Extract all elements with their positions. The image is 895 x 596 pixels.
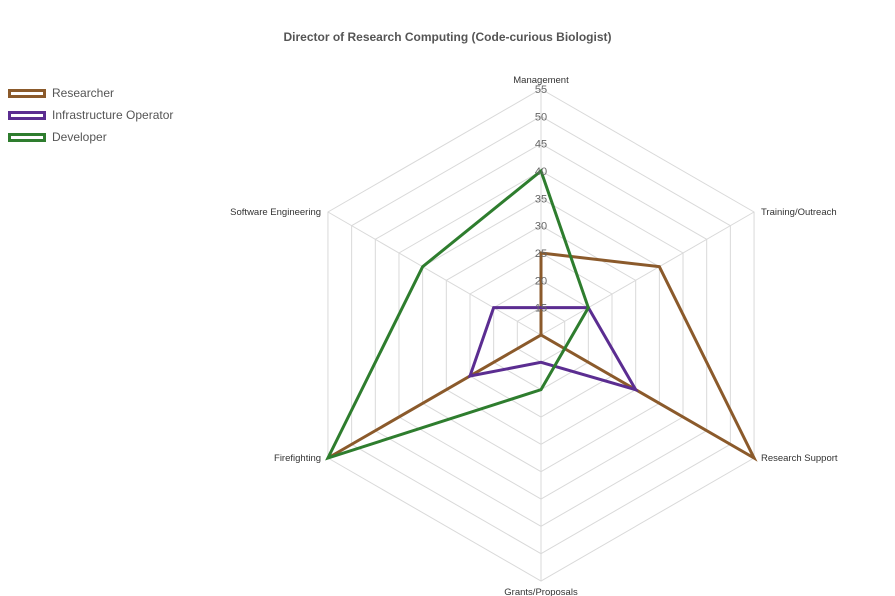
tick-label: 55	[535, 84, 547, 96]
axis-label-software-engineering: Software Engineering	[230, 207, 321, 218]
tick-label: 40	[535, 166, 547, 178]
legend-swatch	[8, 132, 46, 142]
series-polygon-developer	[325, 168, 590, 461]
legend-label: Developer	[52, 130, 107, 144]
legend-label: Researcher	[52, 86, 115, 100]
grid-spoke	[540, 211, 755, 336]
axis-label-management: Management	[513, 75, 569, 86]
tick-label: 25	[535, 248, 547, 260]
tick-label: 20	[535, 275, 547, 287]
chart-title: Director of Research Computing (Code-cur…	[283, 30, 612, 44]
tick-label: 15	[535, 303, 547, 315]
tick-label: 50	[535, 111, 547, 123]
axis-label-training-outreach: Training/Outreach	[761, 207, 837, 218]
axis-label-research-support: Research Support	[761, 453, 838, 464]
radial-tick-labels: 15 20 25 30 35 40 45 50 55	[535, 84, 547, 315]
series-polygon-researcher	[327, 251, 758, 462]
tick-label: 30	[535, 221, 547, 233]
axis-labels: Management Training/Outreach Research Supp…	[230, 75, 838, 596]
legend-label: Infrastructure Operator	[52, 108, 174, 122]
series-polygon-infrastructure-operator	[467, 306, 639, 393]
legend-swatch	[8, 110, 46, 120]
legend: Researcher Infrastructure Operator Develop…	[8, 82, 173, 148]
axis-label-firefighting: Firefighting	[274, 453, 321, 464]
tick-label: 45	[535, 139, 547, 151]
tick-label: 35	[535, 193, 547, 205]
legend-item[interactable]: Researcher	[8, 82, 173, 104]
radar-series	[325, 168, 758, 462]
axis-label-grants-proposals: Grants/Proposals	[504, 587, 578, 596]
legend-item[interactable]: Infrastructure Operator	[8, 104, 173, 126]
legend-swatch	[8, 88, 46, 98]
grid-spoke	[327, 211, 542, 336]
legend-item[interactable]: Developer	[8, 126, 173, 148]
